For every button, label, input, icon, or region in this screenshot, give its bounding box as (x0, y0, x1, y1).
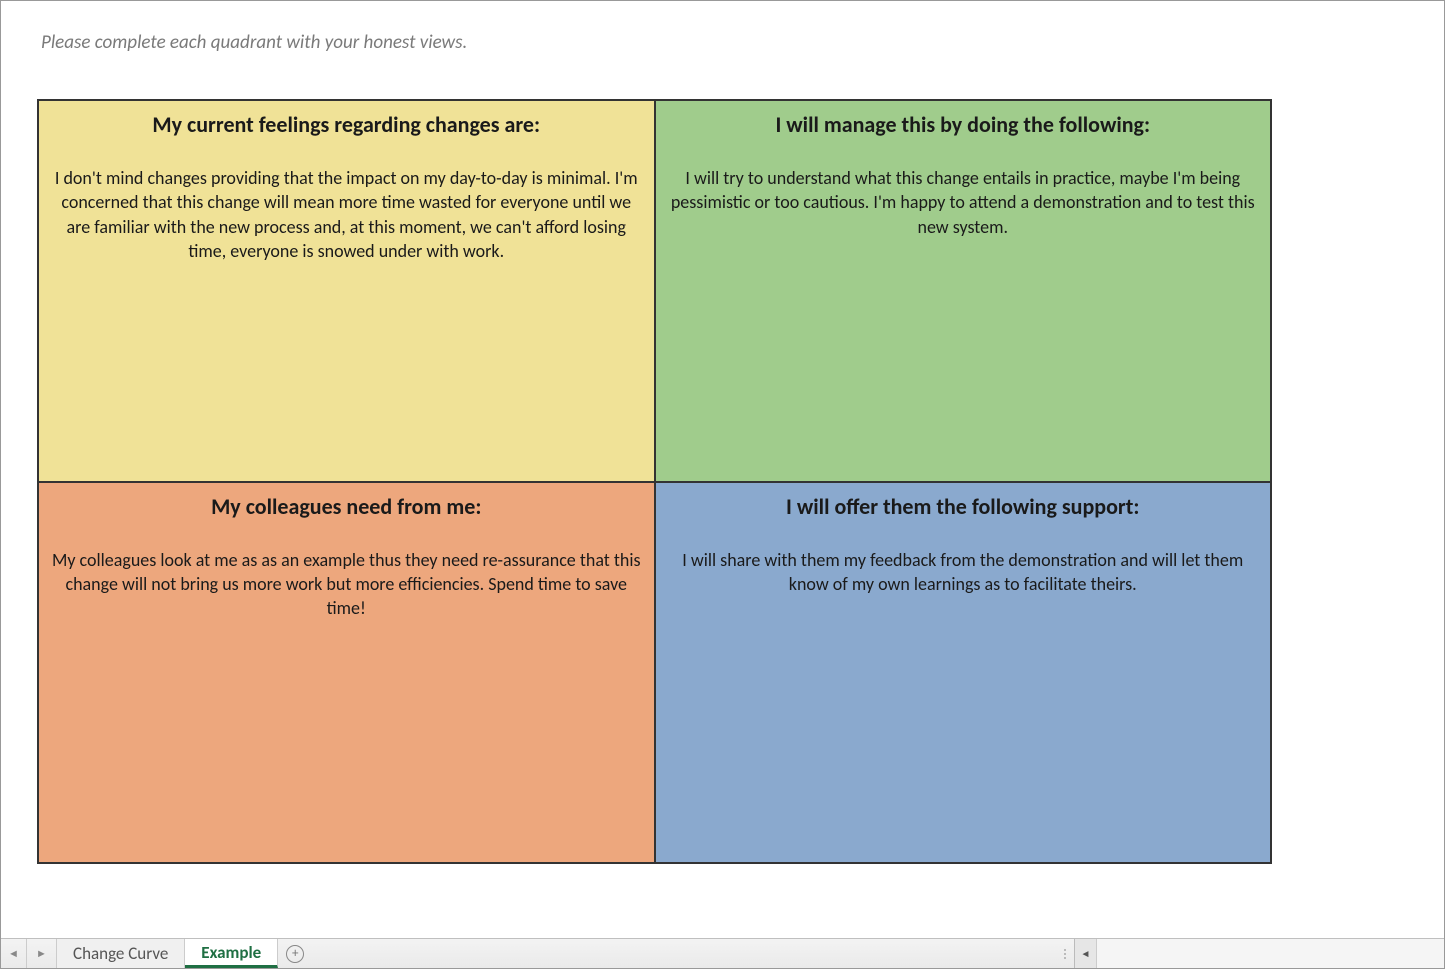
tab-bar-spacer (312, 939, 1056, 968)
quadrant-bottom-left[interactable]: My colleagues need from me: My colleague… (38, 482, 655, 864)
quadrant-body: My colleagues look at me as as an exampl… (49, 548, 644, 621)
sheet-nav-prev-button[interactable]: ◄ (1, 939, 27, 968)
quadrant-grid: My current feelings regarding changes ar… (37, 99, 1272, 864)
quadrant-body: I will share with them my feedback from … (666, 548, 1261, 597)
quadrant-top-left[interactable]: My current feelings regarding changes ar… (38, 100, 655, 482)
quadrant-top-right[interactable]: I will manage this by doing the followin… (655, 100, 1272, 482)
sheet-nav-next-button[interactable]: ► (27, 939, 57, 968)
quadrant-body: I don't mind changes providing that the … (49, 166, 644, 263)
quadrant-title: My colleagues need from me: (49, 493, 644, 520)
instruction-text: Please complete each quadrant with your … (1, 1, 1444, 54)
quadrant-bottom-right[interactable]: I will offer them the following support:… (655, 482, 1272, 864)
sheet-tab-change-curve[interactable]: Change Curve (57, 939, 185, 968)
add-sheet-button[interactable]: + (278, 939, 312, 968)
plus-icon: + (286, 945, 304, 963)
sheet-tab-example[interactable]: Example (185, 939, 278, 968)
quadrant-body: I will try to understand what this chang… (666, 166, 1261, 239)
quadrant-title: My current feelings regarding changes ar… (49, 111, 644, 138)
quadrant-title: I will offer them the following support: (666, 493, 1261, 520)
scroll-track[interactable] (1097, 939, 1444, 968)
quadrant-title: I will manage this by doing the followin… (666, 111, 1261, 138)
scroll-left-button[interactable]: ◄ (1075, 939, 1097, 968)
sheet-tab-bar: ◄ ► Change Curve Example + ◄ (1, 938, 1444, 968)
horizontal-scrollbar[interactable]: ◄ (1074, 939, 1444, 968)
splitter-handle[interactable] (1056, 939, 1074, 968)
